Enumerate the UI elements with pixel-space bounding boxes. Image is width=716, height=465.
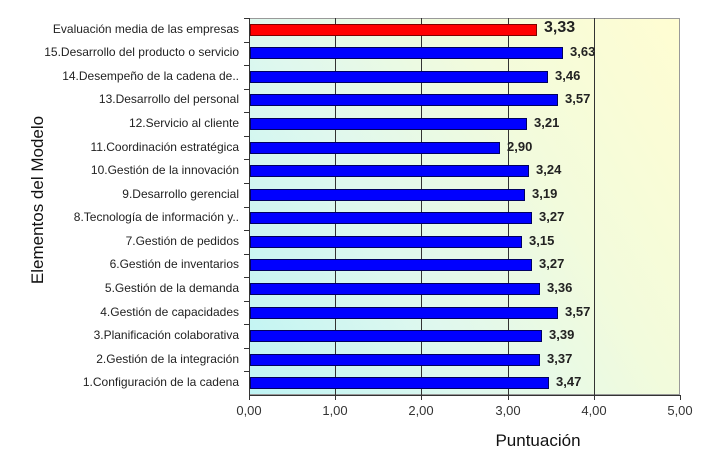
category-label: Evaluación media de las empresas — [52, 22, 239, 36]
value-label: 3,46 — [555, 68, 581, 83]
bar — [250, 47, 563, 59]
bar — [250, 354, 540, 366]
y-tick — [244, 89, 249, 90]
value-label: 3,24 — [536, 162, 562, 177]
value-label: 3,57 — [565, 91, 591, 106]
x-tick — [421, 395, 422, 400]
value-label: 3,57 — [565, 304, 591, 319]
category-label: 7.Gestión de pedidos — [125, 234, 239, 248]
value-label: 3,21 — [534, 115, 560, 130]
bar — [250, 259, 532, 271]
y-tick — [244, 348, 249, 349]
category-label: 2.Gestión de la integración — [96, 352, 239, 366]
x-tick-label: 1,00 — [322, 403, 348, 418]
bar — [250, 236, 522, 248]
category-label: 11.Coordinación estratégica — [90, 140, 239, 154]
category-label: 15.Desarrollo del producto o servicio — [44, 45, 239, 59]
value-label: 3,36 — [547, 280, 573, 295]
x-tick-label: 4,00 — [581, 403, 607, 418]
x-tick-label: 3,00 — [495, 403, 521, 418]
category-label: 6.Gestión de inventarios — [109, 257, 239, 271]
category-label: 14.Desempeño de la cadena de.. — [62, 69, 239, 83]
y-tick — [244, 254, 249, 255]
value-label: 3,33 — [544, 19, 576, 36]
value-label: 3,27 — [539, 209, 565, 224]
bar — [250, 307, 558, 319]
value-label: 3,27 — [539, 256, 565, 271]
bar — [250, 71, 548, 83]
y-tick — [244, 42, 249, 43]
bar — [250, 330, 542, 342]
value-label: 3,19 — [532, 186, 558, 201]
category-label: 12.Servicio al cliente — [128, 116, 239, 130]
bar — [250, 142, 500, 154]
x-tick — [249, 395, 250, 400]
y-tick — [244, 371, 249, 372]
gridline — [594, 18, 595, 395]
x-tick — [680, 395, 681, 400]
bar — [250, 377, 549, 389]
value-label: 3,63 — [570, 44, 596, 59]
bar — [250, 165, 529, 177]
gridline — [421, 18, 422, 395]
value-label: 3,15 — [529, 233, 555, 248]
category-label: 5.Gestión de la demanda — [104, 281, 239, 295]
bar — [250, 118, 527, 130]
y-tick — [244, 112, 249, 113]
category-label: 1.Configuración de la cadena — [82, 375, 239, 389]
y-tick — [244, 183, 249, 184]
category-label: 13.Desarrollo del personal — [98, 92, 239, 106]
value-label: 3,37 — [547, 351, 573, 366]
gridline — [335, 18, 336, 395]
y-tick — [244, 159, 249, 160]
y-tick — [244, 207, 249, 208]
y-axis — [249, 18, 250, 395]
value-label: 2,90 — [507, 139, 533, 154]
y-tick — [244, 324, 249, 325]
x-tick-label: 2,00 — [408, 403, 434, 418]
gridline — [508, 18, 509, 395]
x-axis-title: Puntuación — [495, 431, 581, 450]
x-tick-label: 5,00 — [667, 403, 693, 418]
category-label: 3.Planificación colaborativa — [93, 328, 239, 342]
category-label: 10.Gestión de la innovación — [90, 163, 239, 177]
y-tick — [244, 136, 249, 137]
category-label: 9.Desarrollo gerencial — [122, 187, 239, 201]
y-tick — [244, 230, 249, 231]
bar — [250, 283, 540, 295]
x-tick — [594, 395, 595, 400]
x-axis — [249, 395, 680, 396]
bar-average — [250, 24, 537, 36]
category-label: 4.Gestión de capacidades — [100, 305, 239, 319]
y-tick — [244, 18, 249, 19]
x-tick — [335, 395, 336, 400]
value-label: 3,39 — [549, 327, 575, 342]
bar — [250, 189, 525, 201]
y-tick — [244, 65, 249, 66]
x-tick-label: 0,00 — [236, 403, 262, 418]
x-tick — [508, 395, 509, 400]
y-tick — [244, 277, 249, 278]
y-tick — [244, 301, 249, 302]
y-axis-title: Elementos del Modelo — [28, 115, 47, 285]
category-label: 8.Tecnología de información y.. — [73, 210, 239, 224]
bar — [250, 94, 558, 106]
bar — [250, 212, 532, 224]
value-label: 3,47 — [556, 374, 582, 389]
